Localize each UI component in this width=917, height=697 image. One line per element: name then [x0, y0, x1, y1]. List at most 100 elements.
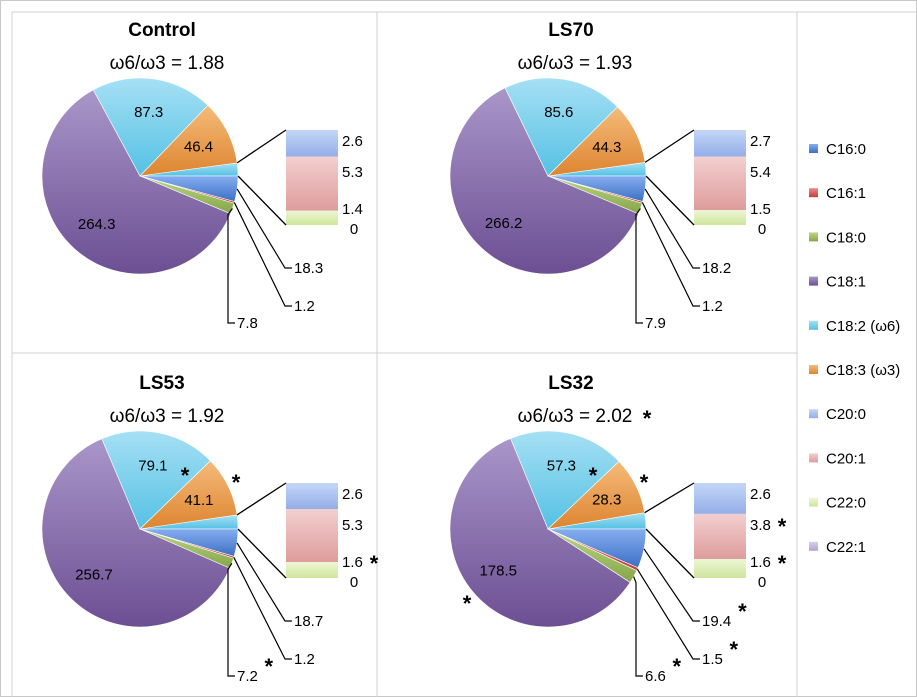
inset-connector-top [644, 482, 695, 514]
legend-swatch [809, 409, 818, 419]
pie-panel-ls32: LS32 ω6/ω3 = 2.02 * 178.5 57.3 28.3 * * * 2.6 3.8 *… [449, 373, 787, 685]
inset-connector-bottom [645, 175, 695, 226]
inset-bar [286, 130, 338, 225]
panel-title: LS70 [548, 20, 593, 41]
pie-slice-c18-1 [449, 87, 639, 275]
leader-line-c16-0 [236, 542, 292, 622]
legend-label: C22:1 [826, 539, 866, 556]
legend-item-c20-1: C20:1 [809, 450, 866, 467]
pie-slices [41, 77, 239, 275]
ratio-subtitle: ω6/ω3 = 1.93 [518, 53, 633, 74]
inset-segment-c20-0 [694, 130, 746, 157]
leader-label-c18-0: 7.2 [237, 668, 258, 685]
ratio-subtitle: ω6/ω3 = 1.88 [110, 53, 225, 74]
inset-label-c22-1: 0 [350, 221, 358, 238]
legend-label: C20:1 [826, 450, 866, 467]
inset-bar [694, 130, 746, 225]
pie-panels: Control ω6/ω3 = 1.88 264.3 87.3 46.4 2.6 5.3 1.… [41, 20, 787, 685]
leader-line-c18-0 [635, 208, 643, 324]
legend-swatch [809, 453, 818, 463]
slice-label-c18-2-6: 57.3 [547, 458, 576, 475]
inset-segment-c22-0 [694, 559, 746, 578]
significance-star: * [778, 551, 787, 576]
legend-swatch [809, 541, 818, 551]
leader-label-c16-1: 1.2 [294, 651, 315, 668]
inset-segment-c20-0 [286, 130, 338, 157]
legend-swatch [809, 276, 818, 286]
ratio-subtitle: ω6/ω3 = 1.92 [110, 406, 225, 427]
pie-slice-c18-2-6 [92, 77, 209, 177]
leader-label-c16-0: 18.2 [702, 260, 731, 277]
leader-label-c18-0: 6.6 [645, 668, 666, 685]
slice-label-c18-1: 266.2 [485, 215, 523, 232]
legend-item-c22-1: C22:1 [809, 539, 866, 556]
pie-panel-ls70: LS70 ω6/ω3 = 1.93 266.2 85.6 44.3 2.7 5.4 1.5 0 1… [449, 20, 771, 332]
inset-label-c22-1: 0 [758, 574, 766, 591]
inset-segment-c20-1 [694, 513, 746, 559]
legend-item-c18-2-6: C18:2 (ω6) [809, 318, 900, 335]
legend: C16:0 C16:1 C18:0 C18:1 C18:2 (ω6) C18:3 (ω3)… [809, 141, 900, 556]
inset-label-c20-1: 5.3 [342, 164, 363, 181]
leader-line-c18-0 [633, 576, 643, 677]
inset-label-c20-0: 2.6 [750, 486, 771, 503]
legend-label: C16:0 [826, 141, 866, 158]
pie-slices [449, 430, 647, 628]
legend-label: C18:0 [826, 229, 866, 246]
legend-label: C16:1 [826, 185, 866, 202]
leader-label-c16-0: 18.3 [294, 260, 323, 277]
legend-swatch [809, 497, 818, 507]
slice-label-c18-2-6: 85.6 [544, 104, 573, 121]
legend-item-c16-0: C16:0 [809, 141, 866, 158]
legend-swatch [809, 144, 818, 153]
pie-slices [449, 77, 647, 275]
significance-star: * [673, 654, 682, 679]
significance-star: * [640, 470, 649, 495]
slice-label-c18-3-3: 41.1 [184, 492, 213, 509]
legend-item-c18-1: C18:1 [809, 274, 866, 291]
inset-bar [694, 483, 746, 578]
inset-label-c20-0: 2.6 [342, 133, 363, 150]
inset-label-c20-1: 5.4 [750, 164, 771, 181]
legend-item-c22-0: C22:0 [809, 495, 866, 512]
inset-label-c22-0: 1.4 [342, 201, 363, 218]
pie-panel-ls53: LS53 ω6/ω3 = 1.92 256.7 79.1 41.1 * * 2.6 5.3 1.6… [41, 373, 379, 685]
legend-label: C20:0 [826, 406, 866, 423]
legend-item-c18-0: C18:0 [809, 229, 866, 246]
inset-segment-c20-1 [286, 509, 338, 562]
inset-label-c22-1: 0 [350, 574, 358, 591]
inset-connector-top [236, 482, 287, 516]
inset-connector-bottom [237, 528, 287, 579]
leader-line-c18-0 [227, 208, 235, 324]
slice-label-c18-1: 178.5 [479, 562, 517, 579]
leader-label-c16-1: 1.5 [702, 651, 723, 668]
significance-star: * [463, 591, 472, 616]
significance-star: * [643, 406, 652, 431]
inset-bar [286, 483, 338, 578]
significance-star: * [730, 637, 739, 662]
inset-segment-c20-0 [694, 483, 746, 514]
inset-segment-c22-0 [694, 210, 746, 225]
significance-star: * [738, 599, 747, 624]
inset-label-c20-0: 2.7 [750, 133, 771, 150]
pie-slice-c18-1 [449, 438, 631, 628]
panel-title: LS53 [139, 373, 184, 394]
legend-label: C22:0 [826, 495, 866, 512]
significance-star: * [265, 654, 274, 679]
pie-slice-c18-1 [41, 438, 231, 628]
inset-label-c20-0: 2.6 [342, 486, 363, 503]
pie-slice-c18-2-6 [504, 77, 618, 177]
legend-item-c16-1: C16:1 [809, 185, 866, 202]
leader-label-c16-1: 1.2 [702, 298, 723, 315]
leader-label-c18-0: 7.9 [645, 315, 666, 332]
leader-label-c18-0: 7.8 [237, 315, 258, 332]
inset-segment-c20-1 [286, 156, 338, 211]
legend-swatch [809, 365, 818, 374]
leader-line-c16-0 [644, 188, 700, 269]
pie-slices [41, 430, 239, 628]
leader-label-c16-1: 1.2 [294, 298, 315, 315]
legend-item-c18-3-3: C18:3 (ω3) [809, 362, 900, 379]
inset-connector-bottom [645, 528, 695, 579]
leader-line-c16-0 [236, 188, 292, 269]
leader-line-c16-1 [636, 568, 700, 660]
